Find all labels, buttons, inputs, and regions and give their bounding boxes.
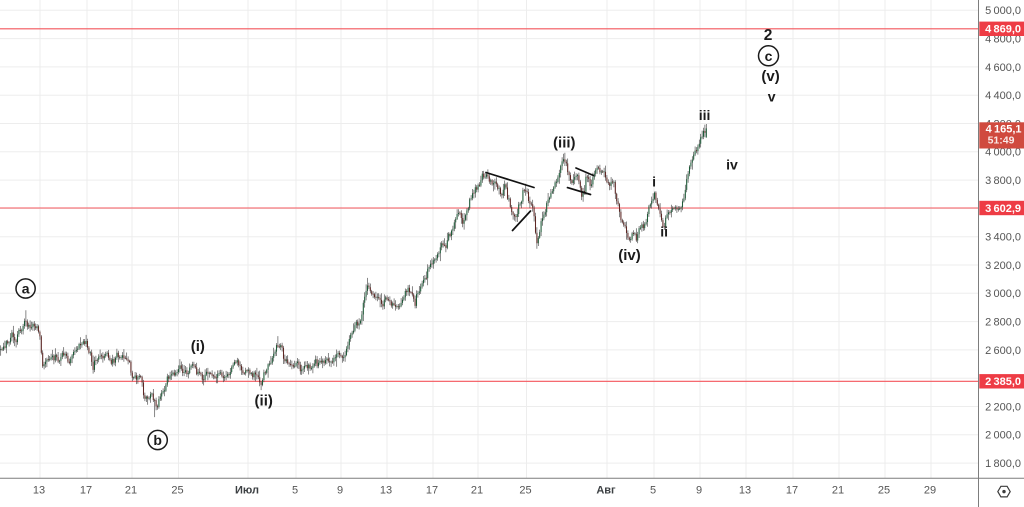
svg-text:21: 21 <box>471 484 483 496</box>
svg-text:29: 29 <box>924 484 936 496</box>
svg-text:3 000,0: 3 000,0 <box>985 288 1021 300</box>
svg-text:5: 5 <box>292 484 298 496</box>
svg-text:(iii): (iii) <box>553 134 576 151</box>
svg-text:4 000,0: 4 000,0 <box>985 147 1021 159</box>
svg-text:4 165,1: 4 165,1 <box>986 124 1022 136</box>
svg-text:21: 21 <box>832 484 844 496</box>
svg-text:(i): (i) <box>191 338 205 355</box>
svg-text:3 200,0: 3 200,0 <box>985 260 1021 272</box>
svg-text:3 400,0: 3 400,0 <box>985 232 1021 244</box>
svg-text:Июл: Июл <box>235 484 259 496</box>
svg-text:25: 25 <box>519 484 531 496</box>
svg-text:1 800,0: 1 800,0 <box>985 458 1021 470</box>
svg-text:4 869,0: 4 869,0 <box>985 24 1021 36</box>
svg-text:4 800,0: 4 800,0 <box>985 34 1021 46</box>
svg-text:v: v <box>768 88 776 104</box>
svg-text:17: 17 <box>80 484 92 496</box>
svg-text:21: 21 <box>125 484 137 496</box>
svg-text:(v): (v) <box>761 68 779 85</box>
svg-text:2: 2 <box>764 27 773 44</box>
svg-text:13: 13 <box>33 484 45 496</box>
svg-text:(iv): (iv) <box>618 247 641 264</box>
svg-text:2 385,0: 2 385,0 <box>985 376 1021 388</box>
svg-text:25: 25 <box>878 484 890 496</box>
svg-text:25: 25 <box>171 484 183 496</box>
svg-text:2 600,0: 2 600,0 <box>985 345 1021 357</box>
svg-text:3 800,0: 3 800,0 <box>985 175 1021 187</box>
svg-text:iii: iii <box>699 107 711 123</box>
svg-text:2 200,0: 2 200,0 <box>985 401 1021 413</box>
svg-text:9: 9 <box>337 484 343 496</box>
svg-text:ii: ii <box>660 223 668 239</box>
svg-text:a: a <box>22 281 30 297</box>
svg-text:2 000,0: 2 000,0 <box>985 430 1021 442</box>
svg-text:5: 5 <box>650 484 656 496</box>
svg-text:c: c <box>765 48 773 64</box>
svg-text:2 800,0: 2 800,0 <box>985 317 1021 329</box>
svg-text:iv: iv <box>726 157 738 173</box>
svg-text:i: i <box>652 173 656 189</box>
svg-text:9: 9 <box>696 484 702 496</box>
svg-text:13: 13 <box>739 484 751 496</box>
svg-text:4 400,0: 4 400,0 <box>985 90 1021 102</box>
svg-text:51:49: 51:49 <box>988 134 1015 146</box>
svg-text:5 000,0: 5 000,0 <box>985 5 1021 17</box>
svg-text:13: 13 <box>380 484 392 496</box>
svg-text:Авг: Авг <box>596 484 616 496</box>
svg-text:b: b <box>153 432 162 448</box>
svg-text:4 600,0: 4 600,0 <box>985 62 1021 74</box>
svg-text:(ii): (ii) <box>255 392 273 409</box>
svg-text:17: 17 <box>426 484 438 496</box>
svg-text:3 602,9: 3 602,9 <box>985 203 1021 215</box>
svg-text:17: 17 <box>786 484 798 496</box>
